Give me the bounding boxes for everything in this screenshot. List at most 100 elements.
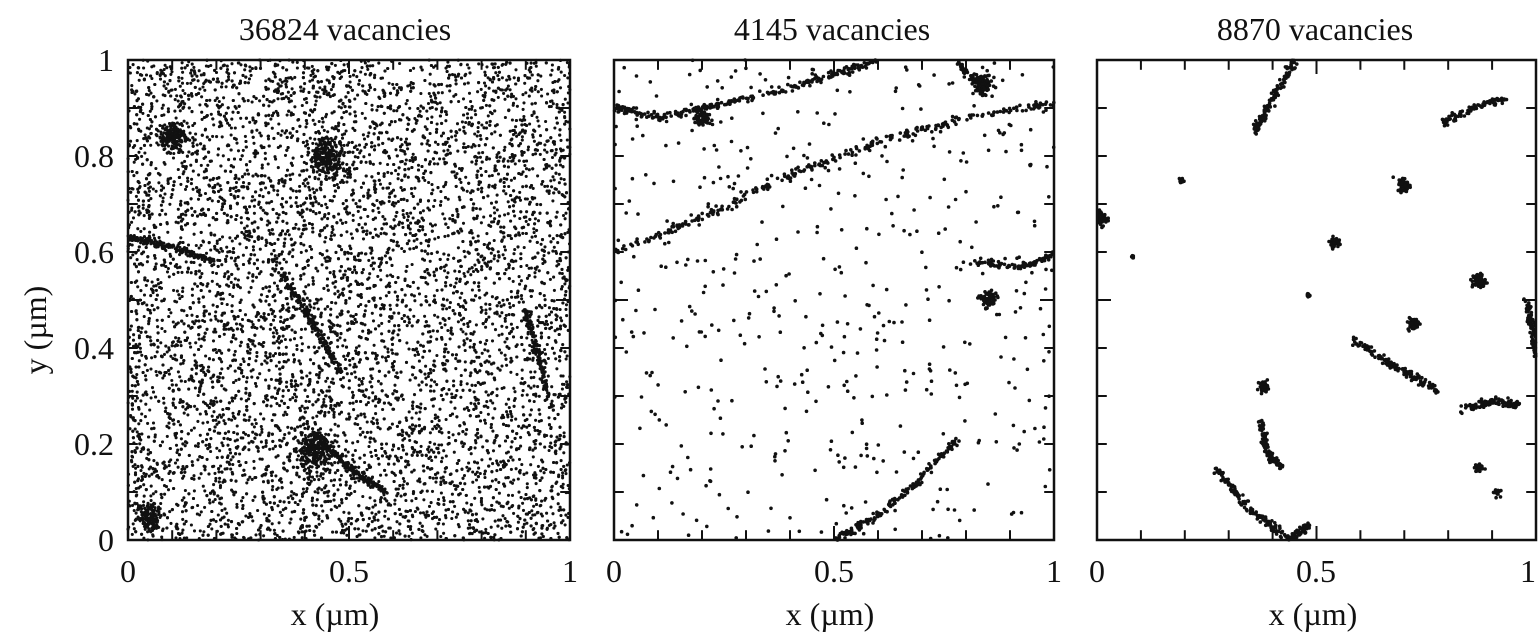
- vacancy-point: [495, 459, 499, 463]
- vacancy-point: [261, 260, 265, 264]
- vacancy-point: [176, 207, 180, 211]
- vacancy-point: [128, 328, 132, 332]
- vacancy-point: [508, 155, 512, 160]
- vacancy-point: [183, 187, 188, 191]
- vacancy-point: [496, 250, 500, 254]
- vacancy-point: [478, 471, 482, 476]
- vacancy-point: [477, 466, 481, 470]
- vacancy-point: [476, 130, 480, 134]
- vacancy-point: [270, 126, 274, 130]
- vacancy-point: [200, 110, 204, 114]
- vacancy-point: [339, 106, 343, 110]
- vacancy-point: [286, 496, 290, 500]
- vacancy-point: [430, 252, 434, 256]
- vacancy-point: [187, 125, 191, 129]
- vacancy-point: [178, 84, 182, 88]
- vacancy-point: [409, 187, 414, 191]
- vacancy-point: [284, 297, 288, 301]
- vacancy-point: [427, 180, 431, 185]
- vacancy-point: [269, 404, 273, 408]
- vacancy-point: [253, 239, 257, 244]
- vacancy-point: [496, 463, 500, 467]
- vacancy-point: [449, 326, 453, 330]
- vacancy-point: [476, 125, 480, 130]
- vacancy-point: [414, 440, 419, 444]
- vacancy-point: [225, 511, 229, 515]
- vacancy-point: [434, 278, 438, 282]
- vacancy-point: [300, 536, 304, 540]
- vacancy-point: [493, 217, 497, 221]
- vacancy-point: [275, 339, 279, 343]
- vacancy-point: [465, 501, 469, 505]
- vacancy-point: [373, 499, 377, 503]
- vacancy-point: [373, 88, 377, 92]
- vacancy-point: [525, 486, 529, 490]
- vacancy-point: [379, 473, 383, 477]
- vacancy-point: [192, 489, 196, 493]
- vacancy-point: [282, 184, 286, 188]
- vacancy-point: [276, 145, 280, 150]
- vacancy-point: [317, 478, 321, 482]
- vacancy-point: [300, 494, 305, 498]
- vacancy-point: [401, 209, 405, 213]
- vacancy-point: [439, 189, 443, 194]
- vacancy-point: [456, 512, 460, 516]
- vacancy-point: [464, 332, 468, 336]
- vacancy-point: [273, 413, 277, 417]
- vacancy-point: [534, 64, 538, 68]
- vacancy-point: [521, 185, 525, 189]
- vacancy-point: [353, 448, 357, 453]
- vacancy-point: [459, 62, 463, 66]
- vacancy-point: [504, 402, 508, 406]
- vacancy-point: [525, 393, 529, 397]
- vacancy-point: [264, 285, 268, 289]
- vacancy-point: [242, 535, 246, 539]
- vacancy-point: [443, 514, 448, 518]
- vacancy-point: [515, 134, 519, 138]
- vacancy-point: [550, 155, 555, 160]
- vacancy-point: [154, 370, 158, 374]
- vacancy-point: [310, 330, 314, 334]
- vacancy-point: [299, 517, 303, 521]
- vacancy-point: [151, 390, 156, 394]
- vacancy-point: [365, 229, 369, 233]
- vacancy-point: [493, 130, 497, 134]
- vacancy-point: [522, 114, 526, 119]
- vacancy-point: [175, 450, 179, 455]
- vacancy-point: [268, 355, 272, 359]
- vacancy-point: [543, 347, 547, 352]
- vacancy-point: [194, 132, 198, 136]
- vacancy-point: [220, 367, 224, 371]
- vacancy-point: [423, 178, 427, 182]
- vacancy-point: [559, 513, 563, 518]
- vacancy-point: [368, 496, 372, 500]
- vacancy-point: [286, 425, 290, 429]
- vacancy-point: [489, 392, 493, 396]
- vacancy-point: [462, 421, 466, 425]
- vacancy-point: [343, 250, 347, 254]
- vacancy-point: [466, 511, 470, 515]
- vacancy-point: [495, 193, 499, 197]
- vacancy-point: [500, 386, 504, 390]
- vacancy-point: [252, 466, 256, 470]
- vacancy-point: [208, 98, 212, 102]
- vacancy-point: [566, 230, 570, 234]
- vacancy-point: [517, 424, 521, 428]
- vacancy-point: [165, 222, 169, 226]
- vacancy-point: [382, 201, 386, 205]
- vacancy-point: [447, 435, 451, 440]
- vacancy-point: [473, 109, 477, 113]
- vacancy-point: [555, 259, 559, 263]
- vacancy-point: [517, 300, 521, 304]
- vacancy-point: [509, 467, 513, 471]
- vacancy-point: [409, 525, 413, 529]
- vacancy-point: [140, 412, 144, 416]
- vacancy-point: [479, 410, 483, 415]
- vacancy-point: [560, 319, 564, 323]
- vacancy-point: [345, 372, 349, 376]
- vacancy-point: [280, 80, 284, 84]
- vacancy-point: [302, 97, 307, 101]
- vacancy-point: [148, 109, 152, 113]
- vacancy-point: [136, 382, 140, 386]
- vacancy-point: [299, 277, 303, 281]
